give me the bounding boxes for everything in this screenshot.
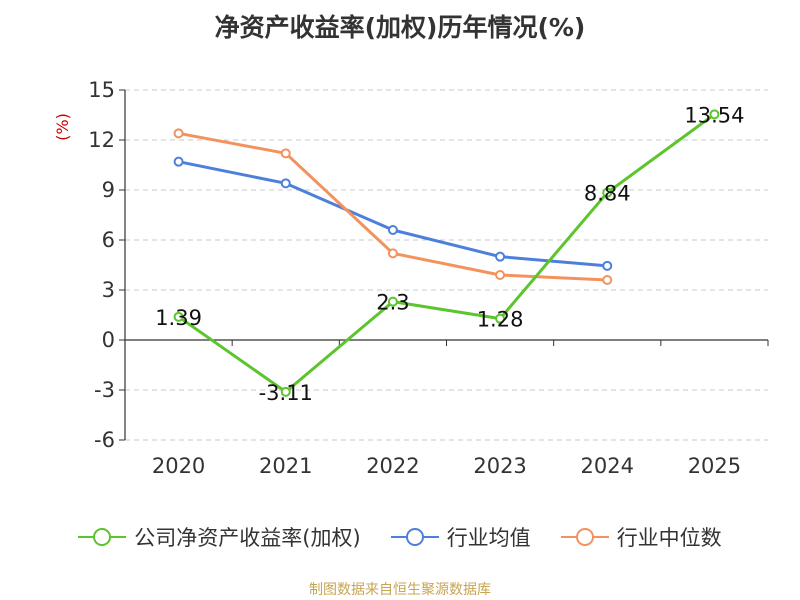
data-label: -3.11 [259,381,313,405]
y-tick-label: 3 [102,278,115,302]
data-point [280,148,291,159]
legend-item[interactable]: 行业中位数 [560,522,722,552]
data-labels: 1.39 -3.11 2.3 1.28 8.84 13.54 [155,103,744,405]
data-point [495,270,506,280]
data-point [709,109,720,120]
y-tick-label: 6 [102,228,115,252]
x-tick-label: 2024 [581,454,634,478]
x-tick-label: 2023 [473,454,526,478]
data-label: 1.39 [155,306,202,330]
grid-lines [125,89,768,441]
data-point [602,260,613,271]
legend-marker [93,528,112,546]
x-tick-label: 2021 [259,454,312,478]
y-tick-label: -6 [94,428,115,452]
y-axis-label: (%) [53,113,72,141]
data-label: 1.28 [477,308,524,332]
y-tick-label: 15 [88,78,115,102]
series-lines [173,109,720,397]
series-line [177,113,716,394]
data-point [280,386,291,397]
legend-item[interactable]: 行业均值 [390,522,531,552]
y-tick-label: 0 [102,328,115,352]
chart-title: 净资产收益率(加权)历年情况(%) [214,13,586,42]
data-point [387,225,398,235]
data-point [602,275,613,285]
data-point [173,156,184,167]
y-tick-label: 12 [88,128,115,152]
legend-marker [405,528,424,546]
data-point [387,296,398,307]
data-point [495,251,506,262]
legend-label: 行业均值 [446,526,531,550]
axes: -6 -3 0 3 6 9 12 15 2020 2021 2022 2023 2024 2025 [88,78,769,478]
legend-marker [575,528,594,546]
legend-swatch-icon [560,528,609,546]
data-label: 8.84 [584,182,631,206]
data-point [173,128,184,139]
legend-label: 行业中位数 [616,526,722,550]
legend-swatch-icon [390,528,439,546]
x-tick-label: 2022 [366,454,419,478]
data-point [173,311,184,322]
data-point [387,248,398,259]
x-tick-label: 2020 [152,454,205,478]
y-tick-label: 9 [102,178,115,202]
legend-item[interactable]: 公司净资产收益率(加权) [78,522,361,552]
legend-swatch-icon [78,528,127,546]
data-point [602,187,613,198]
data-label: 13.54 [684,103,744,127]
x-tick-label: 2025 [688,454,741,478]
legend: 公司净资产收益率(加权) 行业均值 行业中位数 [0,520,800,554]
data-label: 2.3 [376,291,409,315]
data-point [280,178,291,189]
y-tick-label: -3 [94,378,115,402]
legend-label: 公司净资产收益率(加权) [134,526,361,550]
data-point [495,313,506,324]
source-note: 制图数据来自恒生聚源数据库 [309,582,491,598]
